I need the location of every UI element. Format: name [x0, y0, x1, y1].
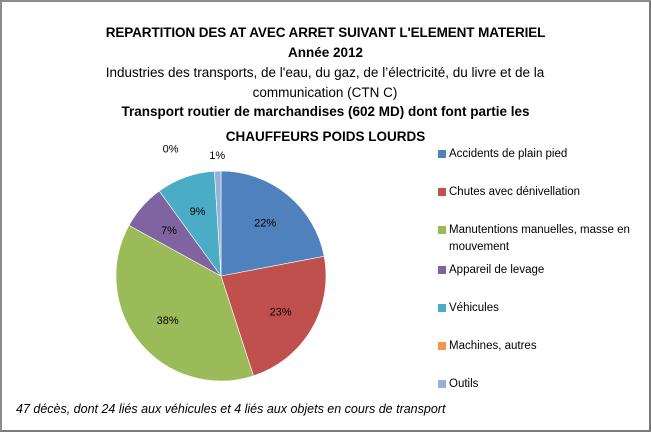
- legend-label: Machines, autres: [449, 340, 537, 352]
- legend-swatch-chutes-avec-denivellation: [438, 188, 446, 196]
- pie-slice-chutes-avec-denivellation: [220, 255, 327, 377]
- legend-label: Outils: [449, 378, 479, 390]
- legend-swatch-outils: [438, 380, 446, 388]
- legend-swatch-vehicules: [438, 304, 446, 312]
- chart-subtitle-activity: Transport routier de marchandises (602 M…: [121, 104, 530, 119]
- data-label-machines-autres: 0%: [163, 144, 179, 156]
- legend-label: Appareil de levage: [449, 264, 545, 276]
- footnote: 47 décès, dont 24 liés aux véhicules et …: [16, 402, 446, 416]
- data-label-chutes-avec-denivellation: 23%: [270, 306, 292, 318]
- data-label-vehicules: 9%: [190, 206, 206, 218]
- data-label-appareil-de-levage: 7%: [161, 225, 177, 237]
- pie-slice-outils: [214, 170, 222, 277]
- data-label-outils: 1%: [209, 150, 225, 162]
- chart-subtitle-drivers: CHAUFFEURS POIDS LOURDS: [225, 129, 426, 144]
- legend-label: Accidents de plain pied: [449, 148, 568, 160]
- data-label-accidents-de-plain-pied: 22%: [254, 218, 276, 230]
- legend-label: Véhicules: [449, 302, 499, 314]
- chart-subtitle-sector: Industries des transports, de l'eau, du …: [105, 65, 545, 100]
- legend-swatch-accidents-de-plain-pied: [438, 150, 446, 158]
- pie-slice-accidents-de-plain-pied: [220, 170, 325, 277]
- data-label-manutentions-manuelles-masse-en-mouvement: 38%: [157, 315, 179, 327]
- legend-swatch-appareil-de-levage: [438, 266, 446, 274]
- chart-title: REPARTITION DES AT AVEC ARRET SUIVANT L'…: [105, 25, 546, 40]
- pie-slice-manutentions-manuelles-masse-en-mouvement: [115, 225, 254, 382]
- legend-swatch-manutentions-manuelles-masse-en-mouvement: [438, 226, 446, 234]
- legend-swatch-machines-autres: [438, 342, 446, 350]
- legend-label: Chutes avec dénivellation: [449, 186, 581, 198]
- legend-label: Manutentions manuelles, masse en mouveme…: [449, 224, 630, 253]
- chart-subtitle-year: Année 2012: [287, 45, 364, 60]
